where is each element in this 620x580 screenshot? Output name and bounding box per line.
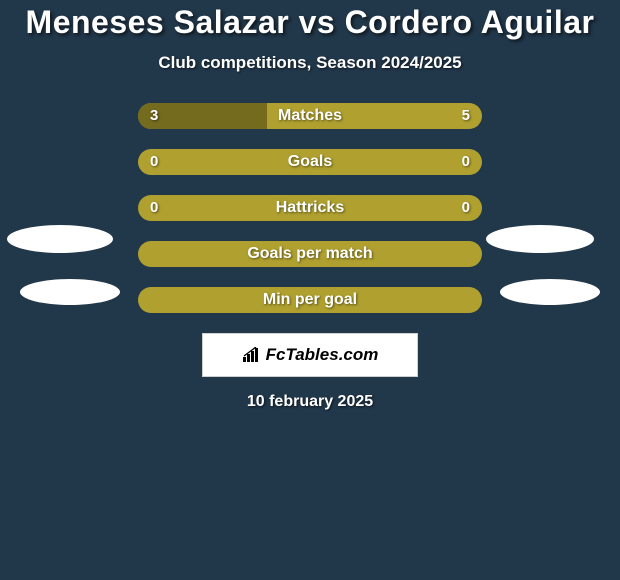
bar-chart-icon	[242, 347, 262, 363]
stat-value-right: 0	[462, 195, 470, 221]
stat-label: Goals	[138, 149, 482, 175]
stat-label: Min per goal	[138, 287, 482, 313]
subtitle: Club competitions, Season 2024/2025	[0, 53, 620, 73]
stat-row: Min per goal	[138, 287, 482, 313]
page-title: Meneses Salazar vs Cordero Aguilar	[0, 4, 620, 41]
player-marker	[20, 279, 120, 305]
date-line: 10 february 2025	[0, 393, 620, 411]
brand-label: FcTables.com	[266, 345, 379, 365]
stat-row: 0 Hattricks 0	[138, 195, 482, 221]
stat-value-right: 5	[462, 103, 470, 129]
player-marker	[7, 225, 113, 253]
stat-row: 3 Matches 5	[138, 103, 482, 129]
stat-row: 0 Goals 0	[138, 149, 482, 175]
player-marker	[500, 279, 600, 305]
stat-value-right: 0	[462, 149, 470, 175]
brand-text: FcTables.com	[242, 345, 379, 365]
player-marker	[486, 225, 594, 253]
stat-label: Hattricks	[138, 195, 482, 221]
stat-label: Matches	[138, 103, 482, 129]
stats-area: 3 Matches 5 0 Goals 0 0 Hattricks 0 Goal…	[0, 103, 620, 411]
stat-row: Goals per match	[138, 241, 482, 267]
stat-label: Goals per match	[138, 241, 482, 267]
brand-box: FcTables.com	[202, 333, 418, 377]
